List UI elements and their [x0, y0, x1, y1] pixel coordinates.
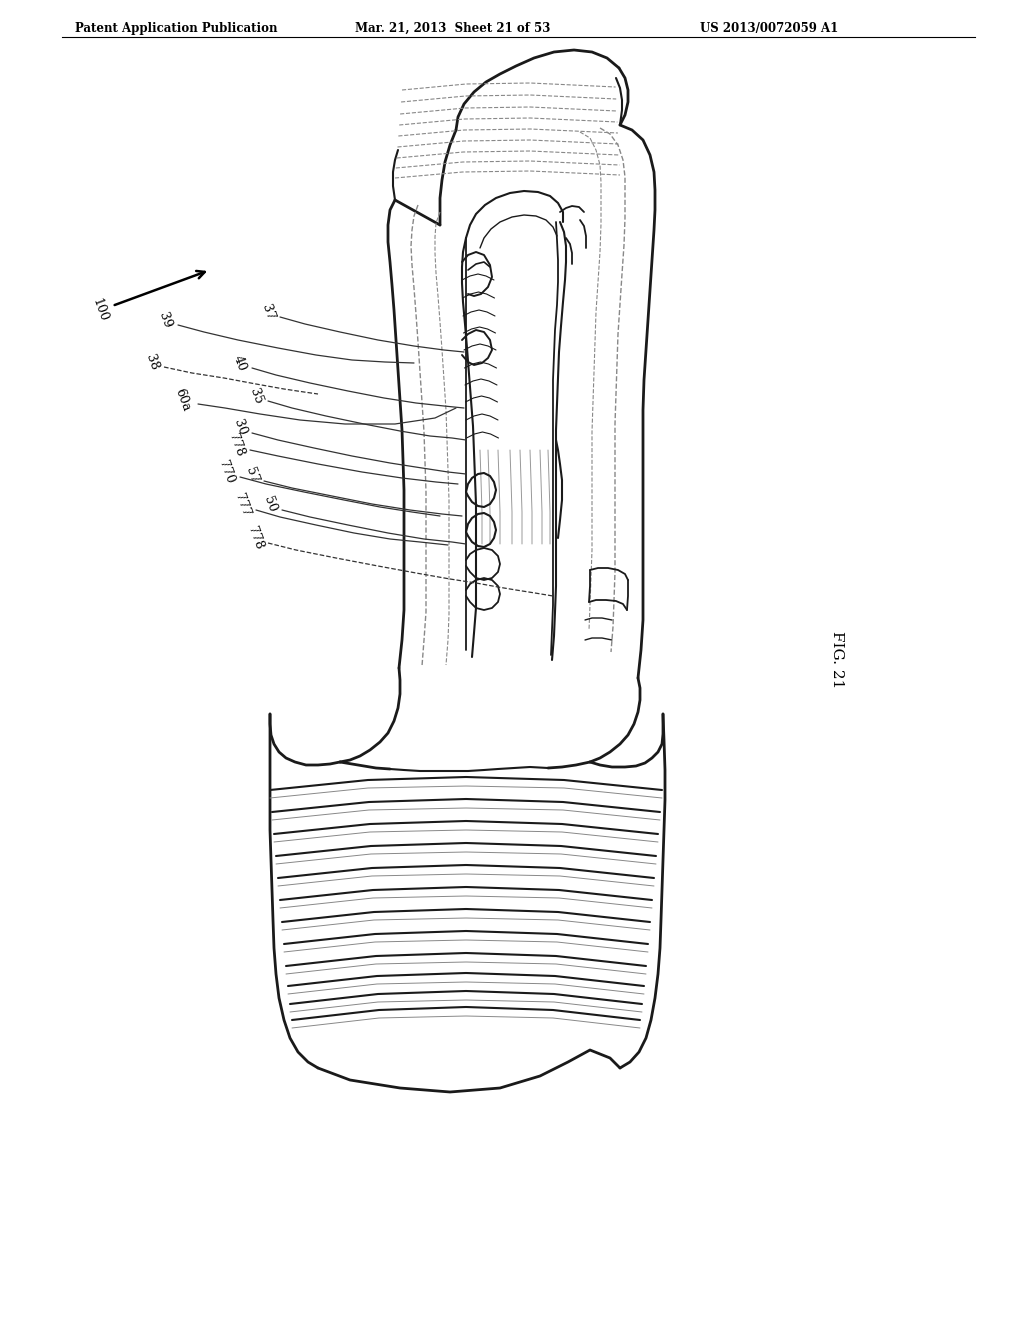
Text: 39: 39: [157, 310, 174, 330]
Text: 60a: 60a: [172, 387, 193, 413]
Text: 778: 778: [245, 524, 265, 552]
Text: Mar. 21, 2013  Sheet 21 of 53: Mar. 21, 2013 Sheet 21 of 53: [355, 22, 550, 36]
Text: 777: 777: [231, 491, 252, 519]
Text: 50: 50: [261, 494, 279, 513]
Text: Patent Application Publication: Patent Application Publication: [75, 22, 278, 36]
Text: 38: 38: [143, 352, 161, 372]
Text: 35: 35: [247, 387, 265, 405]
Text: US 2013/0072059 A1: US 2013/0072059 A1: [700, 22, 839, 36]
Text: 40: 40: [231, 354, 249, 372]
Text: FIG. 21: FIG. 21: [830, 631, 844, 689]
Text: 778: 778: [226, 432, 246, 458]
Text: 770: 770: [216, 458, 237, 486]
Text: 57: 57: [243, 466, 261, 484]
Text: 100: 100: [90, 297, 111, 323]
Text: 30: 30: [231, 417, 249, 437]
Text: 37: 37: [259, 302, 276, 322]
